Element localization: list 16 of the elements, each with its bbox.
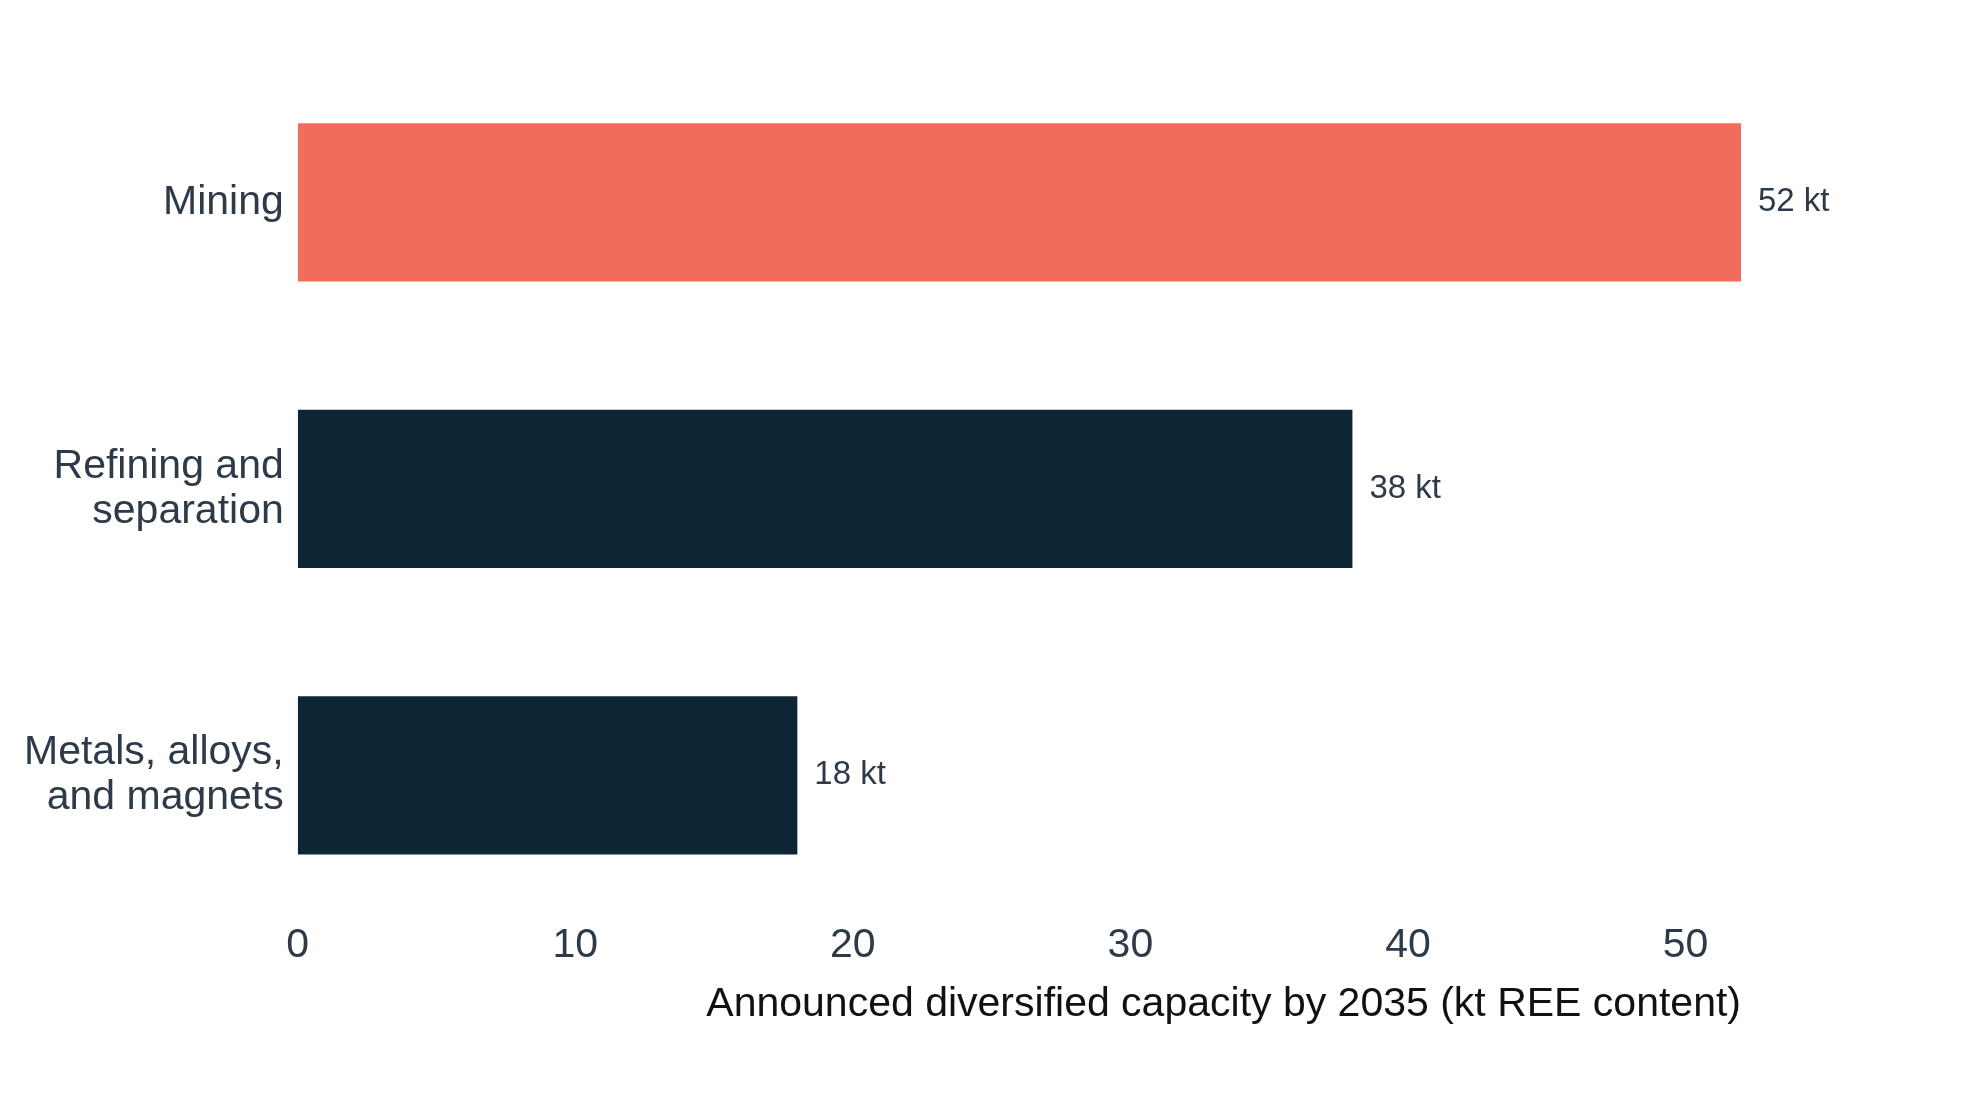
data-label: 52 kt	[1758, 181, 1830, 219]
y-tick-label: Mining	[162, 176, 284, 223]
bar	[297, 409, 1353, 569]
y-tick-label: Refining and separation	[53, 440, 284, 532]
bar	[297, 123, 1741, 282]
data-label: 18 kt	[814, 754, 886, 792]
x-tick-label: 10	[552, 919, 599, 966]
x-tick-label: 0	[286, 919, 310, 966]
data-label: 38 kt	[1369, 467, 1441, 505]
x-tick-label: 20	[830, 919, 876, 966]
y-tick-label: Metals, alloys, and magnets	[23, 727, 284, 819]
x-axis-title: Announced diversified capacity by 2035 (kt REE content)	[706, 978, 1741, 1025]
bar	[297, 696, 798, 855]
x-tick-label: 40	[1385, 919, 1431, 966]
x-tick-label: 50	[1662, 919, 1709, 966]
x-tick-label: 30	[1107, 919, 1154, 966]
